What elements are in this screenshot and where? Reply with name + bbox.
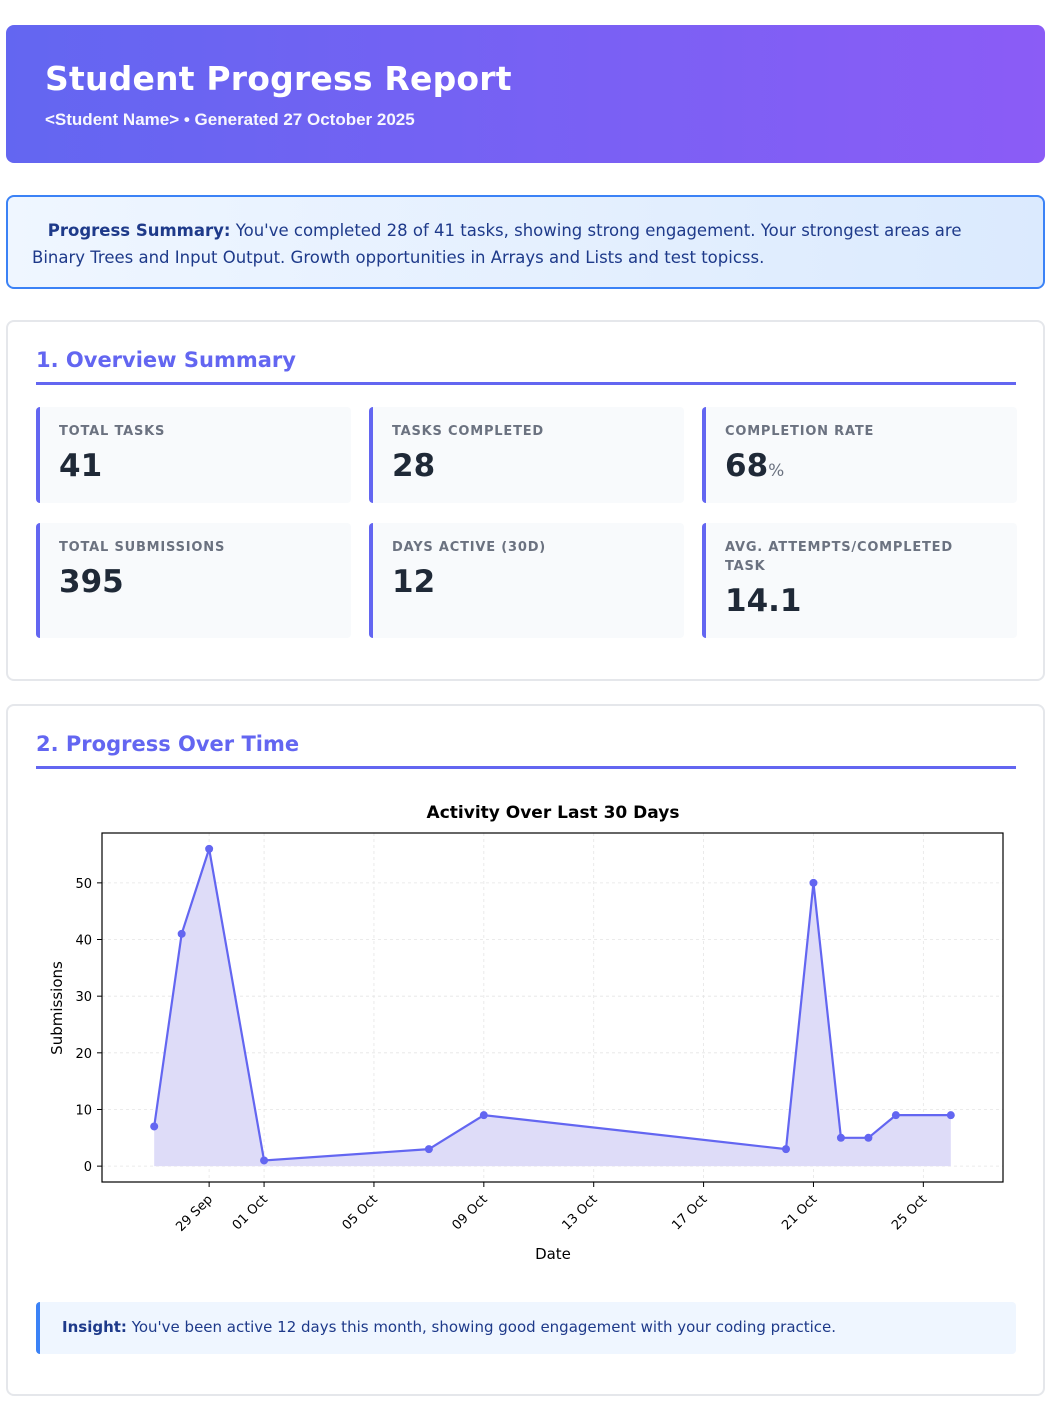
summary-label: Progress Summary: (47, 221, 231, 240)
stat-value: 395 (59, 564, 124, 600)
progress-summary-box: Progress Summary: You've completed 28 of… (6, 195, 1045, 289)
stat-value: 28 (392, 448, 436, 484)
y-tick-label: 30 (75, 990, 92, 1005)
data-point (946, 1111, 955, 1120)
data-point (177, 929, 186, 938)
progress-title: 2. Progress Over Time (36, 732, 1016, 769)
stat-label: Days Active (30D) (392, 540, 547, 555)
x-tick-label: 25 Oct (889, 1192, 930, 1233)
activity-area (154, 848, 951, 1167)
data-point (809, 878, 818, 887)
x-axis-label: Date (535, 1245, 571, 1263)
data-point (205, 844, 214, 853)
stat-avg-attempts: Avg. Attempts/Completed Task 14.1 (702, 523, 1017, 638)
overview-card: 1. Overview Summary Total Tasks 41 Tasks… (6, 320, 1045, 681)
y-tick-label: 0 (84, 1160, 92, 1175)
chart-title: Activity Over Last 30 Days (427, 803, 680, 823)
progress-card: 2. Progress Over Time Activity Over Last… (6, 704, 1045, 1396)
data-point (891, 1111, 900, 1120)
summary-text: You've completed 28 of 41 tasks, showing… (32, 221, 962, 267)
stat-days-active: Days Active (30D) 12 (369, 523, 684, 638)
overview-title: 1. Overview Summary (36, 348, 1016, 385)
data-point (424, 1145, 433, 1154)
x-tick-label: 01 Oct (230, 1192, 271, 1233)
data-point (479, 1111, 488, 1120)
plot-frame (101, 832, 1004, 1183)
activity-chart: Activity Over Last 30 Days 29 Sep 01 Oct 0… (48, 803, 1004, 1263)
report-header: Student Progress Report <Student Name> •… (6, 25, 1045, 163)
stat-total-submissions: Total Submissions 395 (36, 523, 351, 638)
y-axis-ticks: 0 10 20 30 40 50 (75, 877, 102, 1175)
activity-line (153, 848, 951, 1162)
stat-value: 12 (392, 564, 436, 600)
stat-label: Total Submissions (59, 540, 226, 555)
insight-text: You've been active 12 days this month, s… (126, 1318, 837, 1336)
stat-total-tasks: Total Tasks 41 (36, 407, 351, 503)
data-point (260, 1156, 269, 1165)
y-tick-label: 20 (75, 1047, 92, 1062)
x-tick-label: 05 Oct (340, 1192, 381, 1233)
data-point (836, 1133, 845, 1142)
x-axis-ticks: 29 Sep 01 Oct 05 Oct 09 Oct 13 Oct 17 Oct 21 O… (173, 1182, 930, 1235)
stat-tasks-completed: Tasks Completed 28 (369, 407, 684, 503)
x-tick-label: 21 Oct (779, 1192, 820, 1233)
stat-value: 14.1 (725, 583, 802, 619)
stat-completion-rate: Completion Rate 68% (702, 407, 1017, 503)
report-title: Student Progress Report (45, 59, 512, 98)
x-tick-label: 29 Sep (173, 1192, 216, 1235)
stat-label: Tasks Completed (392, 424, 545, 439)
data-point (781, 1145, 790, 1154)
data-points (150, 844, 955, 1165)
y-axis-label: Submissions (48, 961, 66, 1055)
stat-label: Total Tasks (59, 424, 166, 439)
report-subtitle: <Student Name> • Generated 27 October 20… (45, 110, 415, 129)
stat-value: 68% (725, 448, 785, 484)
x-tick-label: 13 Oct (559, 1192, 600, 1233)
insight-label: Insight: (62, 1318, 127, 1336)
stat-label: Avg. Attempts/Completed Task (725, 540, 953, 574)
data-point (864, 1133, 873, 1142)
data-point (150, 1122, 159, 1131)
y-tick-label: 50 (75, 877, 92, 892)
insight-box: Insight: You've been active 12 days this… (36, 1302, 1016, 1354)
stat-value: 41 (59, 448, 103, 484)
y-tick-label: 10 (75, 1103, 92, 1118)
stat-label: Completion Rate (725, 424, 875, 439)
y-tick-label: 40 (75, 934, 92, 949)
x-tick-label: 09 Oct (450, 1192, 491, 1233)
x-tick-label: 17 Oct (669, 1192, 710, 1233)
